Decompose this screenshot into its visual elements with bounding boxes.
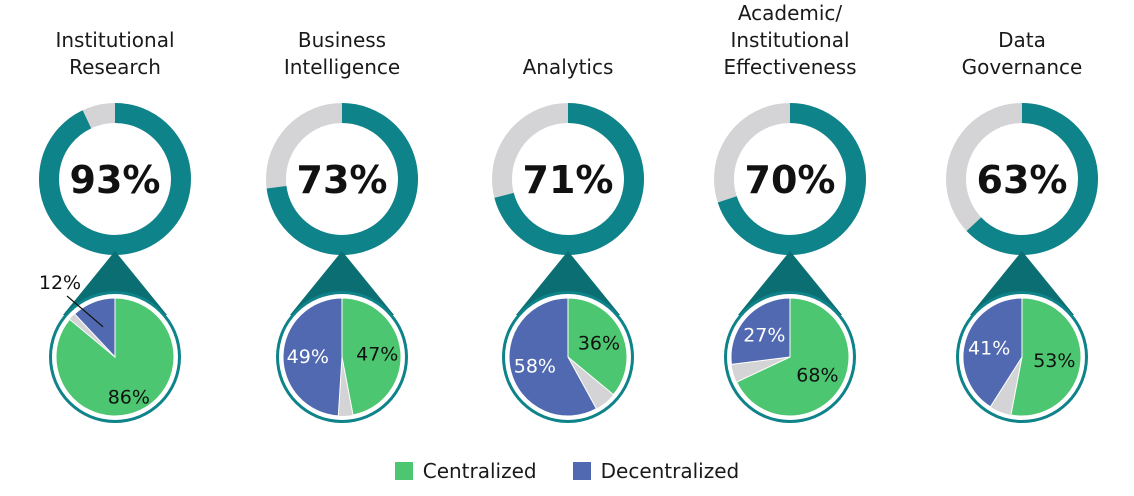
pie-label-decentralized: 41% [968, 337, 1010, 359]
chart-title-line: Analytics [523, 55, 614, 79]
chart-title-line: Governance [962, 55, 1083, 79]
chart-svg: Institutional Research 93% 86% 12% Business In… [39, 1, 1098, 423]
legend-swatch-decentralized [572, 462, 591, 480]
chart-title: Data Governance [962, 28, 1083, 79]
chart-title-line: Academic/ [738, 1, 843, 25]
chart-title: Analytics [523, 55, 614, 79]
legend-label-decentralized: Decentralized [600, 459, 740, 483]
legend-item-decentralized: Decentralized [572, 459, 740, 483]
legend-label-centralized: Centralized [422, 459, 537, 483]
pie-slice-decentralized [962, 297, 1023, 408]
pie-label-decentralized: 12% [39, 272, 81, 294]
pie-label-decentralized: 27% [743, 324, 785, 346]
chart-title-line: Business [298, 28, 386, 52]
chart-title: Institutional Research [55, 28, 174, 79]
pie-label-decentralized: 49% [287, 346, 329, 368]
ring-percentage-label: 93% [70, 158, 161, 202]
pie-slice-centralized [567, 297, 628, 396]
ring-value [266, 103, 418, 255]
ring-percentage-label: 71% [523, 158, 614, 202]
legend-item-centralized: Centralized [394, 459, 537, 483]
pie-slice-centralized [341, 297, 402, 416]
pie-slice-centralized [735, 297, 850, 417]
ring-value [494, 103, 644, 255]
pie-slice-decentralized [73, 297, 116, 359]
pie-slice-centralized [1010, 297, 1082, 417]
chart-title-line: Intelligence [284, 55, 400, 79]
pie-slice-decentralized [508, 297, 598, 417]
pie-label-centralized: 68% [796, 364, 838, 386]
chart-group-2: Business Intelligence 73% 47% 49% [266, 28, 418, 423]
chart-group-3: Analytics 71% 36% 58% [492, 55, 644, 423]
ring-value [966, 103, 1098, 255]
pie-label-centralized: 86% [108, 386, 150, 408]
chart-title-line: Research [69, 55, 161, 79]
chart-title-line: Institutional [55, 28, 174, 52]
ring-percentage-label: 70% [745, 158, 836, 202]
chart-title-line: Data [998, 28, 1046, 52]
pie-slice-decentralized [730, 297, 791, 365]
ring-percentage-label: 63% [977, 158, 1068, 202]
pie-label-decentralized: 58% [514, 356, 556, 378]
ring-value [717, 103, 866, 255]
chart-group-5: Data Governance 63% 53% 41% [946, 28, 1098, 423]
pie-slice-decentralized [282, 297, 343, 417]
chart-title-line: Effectiveness [723, 55, 856, 79]
pie-label-centralized: 47% [356, 344, 398, 366]
callout-line [66, 295, 104, 328]
ring-percentage-label: 73% [297, 158, 388, 202]
pie-label-centralized: 53% [1033, 350, 1075, 372]
legend-swatch-centralized [394, 462, 413, 480]
ring-value [39, 103, 191, 255]
chart-title-line: Institutional [730, 28, 849, 52]
legend: Centralized Decentralized [0, 456, 1134, 486]
chart-title: Business Intelligence [284, 28, 400, 79]
chart-group-4: Academic/Institutional Effectiveness 70% 68… [714, 1, 866, 423]
pie-label-centralized: 36% [578, 332, 620, 354]
chart-title: Academic/Institutional Effectiveness [723, 1, 856, 79]
chart-group-1: Institutional Research 93% 86% 12% [39, 28, 191, 423]
